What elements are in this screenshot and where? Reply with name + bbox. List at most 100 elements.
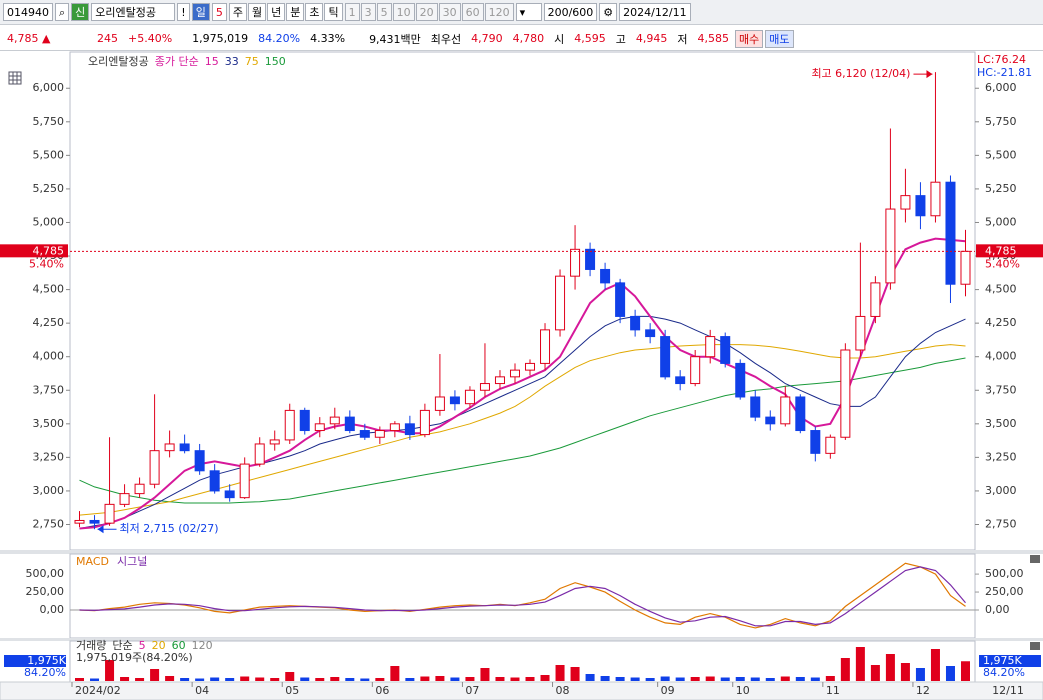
code-input[interactable]: 014940 [3,3,53,21]
volume-bar [540,675,550,681]
y-tick-label: 6,000 [33,81,65,94]
panel-button[interactable] [1030,642,1040,650]
grid-icon[interactable] [8,71,22,85]
y-tick-label: 250,00 [26,585,65,598]
legend-label: 단순 [112,639,132,652]
candle-body [585,248,596,270]
volume-bar [840,658,850,681]
candle-body [660,336,671,378]
y-tick-label: 4,250 [33,316,65,329]
period-button[interactable]: 주 [228,3,247,21]
period-button[interactable]: 월 [247,3,267,21]
candle-body [314,423,325,432]
candle-body [359,430,370,438]
period-count[interactable]: 5 [211,3,227,21]
y-tick-label: 4,500 [985,283,1017,296]
y-tick-label: 5,000 [985,215,1017,228]
y-tick-label: 4,000 [985,350,1017,363]
volume-bar [720,677,730,681]
volume-bar [195,678,205,681]
ma-line [79,357,966,504]
candle-body [555,275,566,331]
volume-bar [645,678,655,681]
period-button[interactable]: 분 [286,3,305,21]
ask: 4,790 [471,32,503,45]
legend-entry: 120 [192,639,213,652]
minute-group: 1 3 5 10 20 30 60 120 [344,3,514,21]
arrow-head [97,525,104,534]
count[interactable]: 200/600 [543,3,598,21]
open-label: 시 [554,32,565,46]
x-tick-label: 08 [556,684,570,697]
minute-button[interactable]: 5 [376,3,392,21]
volume: 1,975,019 [192,32,249,45]
period-button[interactable]: 초 [305,3,324,21]
panel-button[interactable] [1030,555,1040,563]
minute-button[interactable]: 30 [438,3,461,21]
minute-button[interactable]: 60 [461,3,484,21]
period-button[interactable]: 년 [267,3,286,21]
candle-body [404,423,415,436]
legend-label: 거래량 [76,639,106,652]
x-axis-bar [0,681,1043,700]
y-tick-label: 500,00 [985,567,1024,580]
date[interactable]: 2024/12/11 [619,3,691,21]
price: 4,785 ▲ [7,32,51,45]
legend-entry: 20 [152,639,166,652]
x-tick-label: 12 [916,684,930,697]
search-button[interactable]: ⌕ [55,3,70,21]
minute-button[interactable]: 1 [344,3,360,21]
candle-body [600,268,611,284]
candle-body [795,396,806,432]
period-button[interactable]: 일 [191,3,210,21]
hc-label: HC:-21.81 [977,66,1032,79]
candle-body [134,483,145,495]
volume-bar [105,660,115,681]
macd-line [79,566,966,627]
volume-bar [885,654,895,681]
y-tick-label: 3,000 [985,484,1017,497]
candle-body [104,503,115,524]
y-tick-label: 3,250 [985,450,1017,463]
candle-body [525,362,536,371]
ma-line [79,344,966,516]
volume-bar [705,676,715,681]
volume-label: 1,975,019주(84.20%) [76,651,193,664]
volume-bar [225,678,235,681]
minute-button[interactable]: 3 [360,3,376,21]
dropdown[interactable]: ▾ [515,3,542,21]
candle-body [419,409,430,436]
candle-body [119,493,130,505]
volume-bar [120,677,130,681]
candle-body [540,329,551,364]
legend: 거래량 단순 5 20 60 120 [76,639,213,652]
buy-button[interactable]: 매수 [735,29,764,48]
bid: 4,780 [512,32,545,45]
y-tick-label: 3,500 [33,417,65,430]
candle-body [329,416,340,425]
x-tick-label: 06 [375,684,389,697]
minute-button[interactable]: 120 [484,3,514,21]
badge: 신 [71,3,90,21]
y-tick-label: 4,000 [33,350,65,363]
candle-body [389,423,400,432]
y-tick-label: 3,500 [985,417,1017,430]
volume-bar [75,678,85,681]
volume-bar [255,677,265,681]
volume-bar [780,676,790,681]
minute-button[interactable]: 20 [415,3,438,21]
sell-button[interactable]: 매도 [765,29,794,48]
candle-body [239,463,250,499]
last-change-label: 5.40% [985,257,1020,270]
x-tick-label: 05 [285,684,299,697]
y-tick-label: 2,750 [33,517,65,530]
minute-button[interactable]: 10 [392,3,415,21]
period-button[interactable]: 틱 [324,3,343,21]
volume-bar [600,676,610,681]
volume-box [979,655,1041,667]
volume-bar [660,676,670,681]
lc-label: LC:76.24 [977,53,1026,66]
tool-button[interactable]: ⚙ [599,3,618,21]
alert-button[interactable]: ! [177,3,190,21]
candle-body [885,208,896,284]
